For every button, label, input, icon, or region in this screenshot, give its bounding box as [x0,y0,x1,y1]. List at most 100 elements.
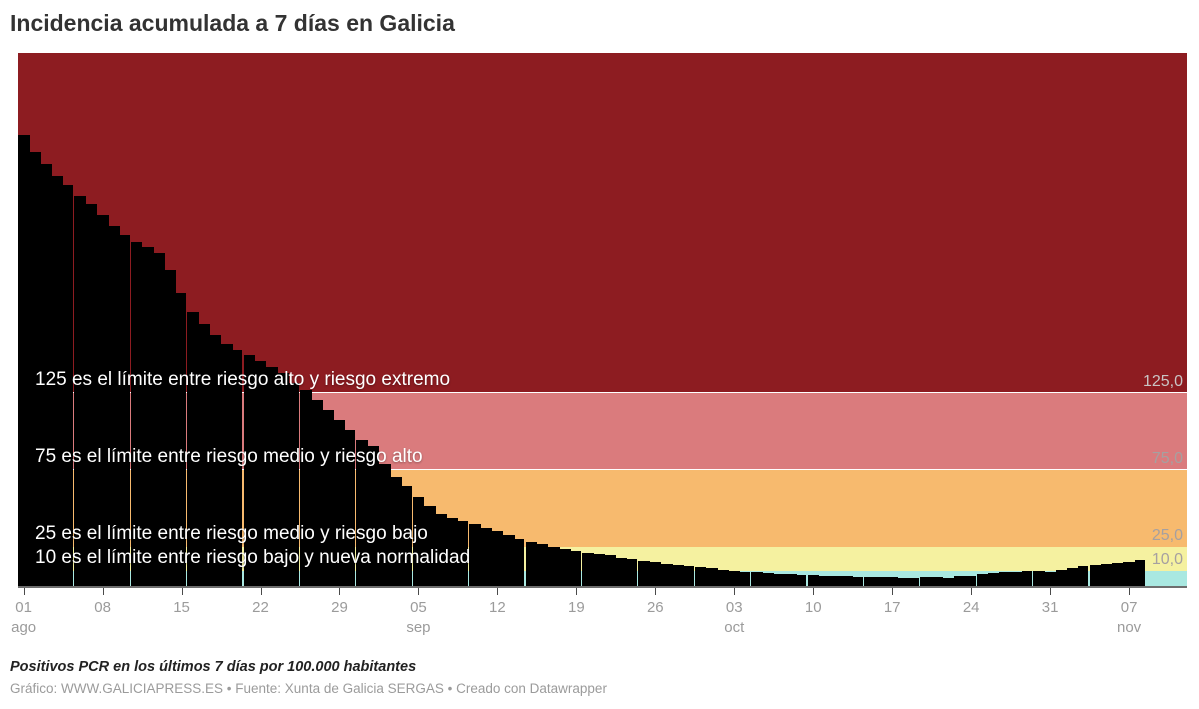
incidence-bar[interactable] [209,334,222,586]
incidence-bar[interactable] [570,551,581,586]
incidence-bar[interactable] [615,557,628,586]
incidence-bar[interactable] [660,563,673,586]
incidence-bar[interactable] [345,430,356,586]
incidence-bar[interactable] [51,176,64,586]
incidence-bar[interactable] [300,390,312,586]
incidence-bar[interactable] [683,566,694,586]
incidence-bar[interactable] [322,410,335,586]
incidence-bar[interactable] [920,577,932,586]
incidence-bar[interactable] [378,464,391,586]
incidence-bar[interactable] [1055,570,1068,586]
incidence-bar[interactable] [548,546,560,586]
incidence-bar[interactable] [1134,559,1145,586]
incidence-bar[interactable] [1033,570,1045,586]
incidence-bar[interactable] [446,518,459,586]
incidence-bar[interactable] [536,544,549,586]
incidence-bar[interactable] [63,185,74,586]
incidence-bar[interactable] [582,552,594,586]
incidence-bar[interactable] [187,311,199,586]
incidence-bar[interactable] [593,553,605,586]
incidence-bar[interactable] [830,575,842,586]
incidence-bar[interactable] [818,575,831,586]
incidence-bar[interactable] [356,439,368,586]
incidence-bar[interactable] [706,568,718,586]
incidence-bar[interactable] [627,559,638,586]
incidence-bar[interactable] [254,361,267,586]
incidence-bar[interactable] [153,253,165,586]
incidence-bar[interactable] [762,573,775,586]
incidence-bar[interactable] [965,575,976,586]
incidence-bar[interactable] [142,247,154,586]
incidence-bar[interactable] [739,571,750,586]
incidence-bar[interactable] [1123,561,1136,586]
incidence-bar[interactable] [18,134,30,586]
incidence-bar[interactable] [649,562,662,586]
incidence-bar[interactable] [717,569,729,586]
incidence-bar[interactable] [909,577,920,586]
incidence-bar[interactable] [96,214,109,586]
incidence-bar[interactable] [864,576,876,586]
incidence-bar[interactable] [694,567,707,586]
incidence-bar[interactable] [491,531,504,586]
incidence-bar[interactable] [931,577,944,586]
incidence-bar[interactable] [232,350,243,586]
incidence-bar[interactable] [807,575,820,586]
incidence-bar[interactable] [875,577,887,586]
incidence-bar[interactable] [424,505,436,586]
incidence-bar[interactable] [266,367,278,586]
incidence-bar[interactable] [1078,566,1089,586]
incidence-bar[interactable] [604,555,617,586]
incidence-bar[interactable] [559,549,572,586]
incidence-bar[interactable] [367,445,380,586]
incidence-bar[interactable] [976,573,989,586]
incidence-bar[interactable] [288,382,299,586]
incidence-bar[interactable] [435,513,447,586]
incidence-bar[interactable] [457,520,468,586]
incidence-bar[interactable] [751,572,763,586]
incidence-bar[interactable] [108,225,120,586]
incidence-bar[interactable] [999,572,1011,586]
incidence-bar[interactable] [796,575,807,586]
incidence-bar[interactable] [74,196,86,586]
incidence-bar[interactable] [954,576,966,586]
incidence-bar[interactable] [1112,562,1124,586]
incidence-bar[interactable] [1044,571,1057,586]
incidence-bar[interactable] [412,496,425,586]
incidence-bar[interactable] [503,535,515,586]
incidence-bar[interactable] [852,576,863,586]
incidence-bar[interactable] [390,476,402,586]
incidence-bar[interactable] [333,419,346,586]
incidence-bar[interactable] [841,576,854,586]
incidence-bar[interactable] [886,577,899,586]
incidence-bar[interactable] [198,324,211,586]
incidence-bar[interactable] [728,570,741,586]
incidence-bar[interactable] [119,234,130,586]
incidence-bar[interactable] [672,565,684,586]
incidence-bar[interactable] [311,399,323,586]
incidence-bar[interactable] [243,354,256,586]
incidence-bar[interactable] [480,528,493,586]
incidence-bar[interactable] [773,573,786,586]
incidence-bar[interactable] [638,561,650,586]
incidence-bar[interactable] [164,270,177,586]
incidence-bar[interactable] [988,573,1000,586]
incidence-bar[interactable] [785,574,797,586]
incidence-bar[interactable] [525,542,538,586]
incidence-bar[interactable] [1089,564,1102,586]
incidence-bar[interactable] [175,293,186,586]
incidence-bar[interactable] [514,539,525,586]
incidence-bar[interactable] [469,524,481,586]
incidence-bar[interactable] [897,577,910,586]
incidence-bar[interactable] [277,373,290,586]
incidence-bar[interactable] [29,151,41,586]
incidence-bar[interactable] [130,242,143,586]
incidence-bar[interactable] [221,344,233,586]
incidence-bar[interactable] [1100,563,1113,586]
incidence-bar[interactable] [85,203,98,586]
incidence-bar[interactable] [401,485,412,586]
incidence-bar[interactable] [40,163,53,586]
incidence-bar[interactable] [1010,571,1023,586]
incidence-bar[interactable] [1067,567,1079,586]
incidence-bar[interactable] [1021,570,1032,586]
incidence-bar[interactable] [942,577,955,586]
